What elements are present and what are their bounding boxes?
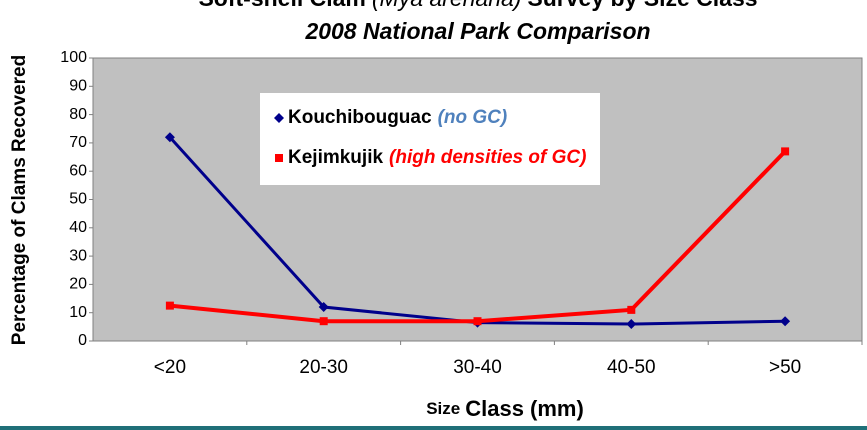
point xyxy=(473,317,482,326)
x-label-part: Size xyxy=(426,399,460,418)
point xyxy=(165,301,174,310)
point xyxy=(318,302,329,313)
x-axis-label: Size Class (mm) xyxy=(426,396,584,421)
title-part: (Mya arenaria) xyxy=(372,0,522,11)
y-tick-label: 40 xyxy=(69,219,87,236)
title-part: Survey by Size Class xyxy=(527,0,757,11)
bottom-rule xyxy=(0,426,867,430)
y-tick-label: 20 xyxy=(69,276,87,293)
point xyxy=(780,316,791,327)
point xyxy=(626,319,637,330)
legend-note: (no GC) xyxy=(438,107,508,128)
point xyxy=(274,113,284,123)
legend-name: Kouchibouguac xyxy=(288,107,432,128)
y-tick-label: 100 xyxy=(60,49,87,66)
y-tick-label: 70 xyxy=(69,134,87,151)
x-tick-label: >50 xyxy=(769,357,801,378)
y-tick-label: 10 xyxy=(69,304,87,321)
legend-entry: Kejimkujik (high densities of GC) xyxy=(288,147,586,168)
legend-entry: Kouchibouguac (no GC) xyxy=(288,107,507,128)
y-axis-label: Percentage of Clams Recovered xyxy=(9,55,30,345)
point xyxy=(627,305,636,314)
point xyxy=(781,147,790,156)
x-label-part: Class (mm) xyxy=(465,396,584,421)
y-tick-label: 60 xyxy=(69,162,87,179)
point xyxy=(275,154,283,162)
point xyxy=(319,317,328,326)
title-part: Soft-shell Clam xyxy=(198,0,365,11)
x-tick-label: 30-40 xyxy=(453,357,502,378)
y-tick-label: 90 xyxy=(69,78,87,95)
y-tick-label: 0 xyxy=(78,332,87,349)
x-tick-label: 40-50 xyxy=(607,357,656,378)
y-tick-label: 50 xyxy=(69,191,87,208)
x-tick-label: <20 xyxy=(154,357,186,378)
legend-note: (high densities of GC) xyxy=(389,147,586,168)
legend xyxy=(260,93,600,185)
legend-name: Kejimkujik xyxy=(288,147,383,168)
y-tick-label: 30 xyxy=(69,247,87,264)
chart-subtitle: 2008 National Park Comparison xyxy=(304,18,650,44)
y-tick-label: 80 xyxy=(69,106,87,123)
chart-title: Soft-shell Clam (Mya arenaria) Survey by S… xyxy=(198,0,757,11)
x-tick-label: 20-30 xyxy=(299,357,348,378)
point xyxy=(164,132,175,143)
